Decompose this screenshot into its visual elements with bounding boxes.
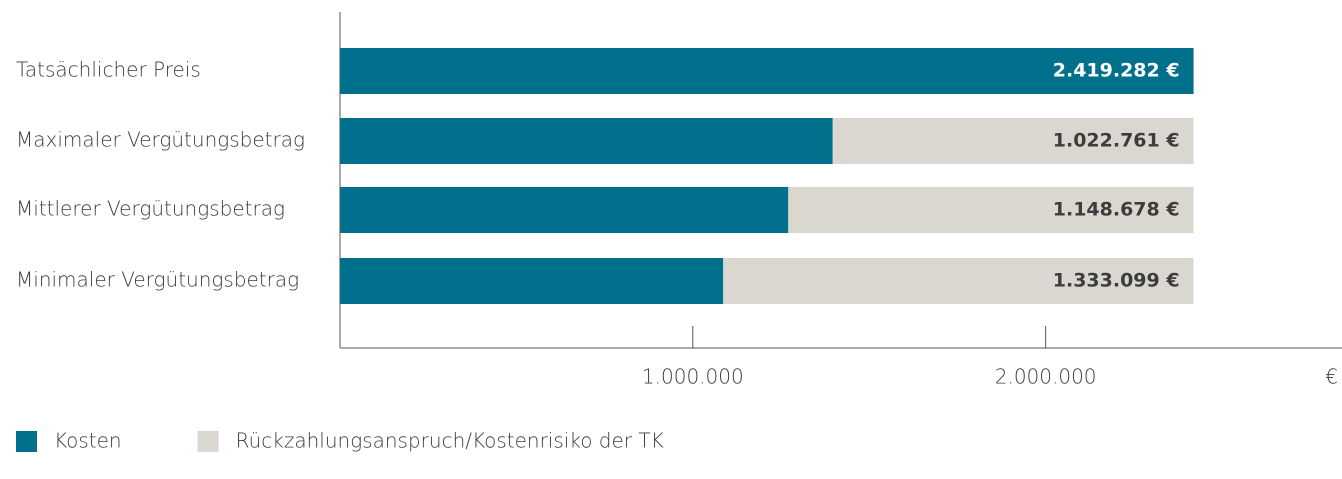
legend-swatch [197,431,219,452]
value-label: 2.419.282 € [1053,60,1180,82]
legend-label: Rückzahlungsanspruch/Kostenrisiko der TK [236,429,664,453]
bar-segment [340,118,833,164]
x-tick-label: 1.000.000 [642,365,744,389]
bar-segment [723,258,1194,304]
bar-segment [340,48,1194,94]
bar-segment [788,187,1194,233]
value-label: 1.022.761 € [1053,130,1180,152]
bar-segment [340,187,789,233]
legend-swatch [16,431,37,452]
legend-label: Kosten [54,429,122,453]
x-tick-label: 2.000.000 [995,365,1097,389]
bar-segment [832,118,1194,164]
value-label: 1.148.678 € [1053,199,1180,221]
bar-segment [340,258,724,304]
x-axis-unit: € [1325,365,1338,389]
category-label: Minimaler Vergütungsbetrag [16,268,299,292]
category-label: Mittlerer Vergütungsbetrag [16,197,285,221]
value-label: 1.333.099 € [1053,270,1180,292]
category-label: Maximaler Vergütungsbetrag [16,128,305,152]
category-label: Tatsächlicher Preis [16,58,201,82]
